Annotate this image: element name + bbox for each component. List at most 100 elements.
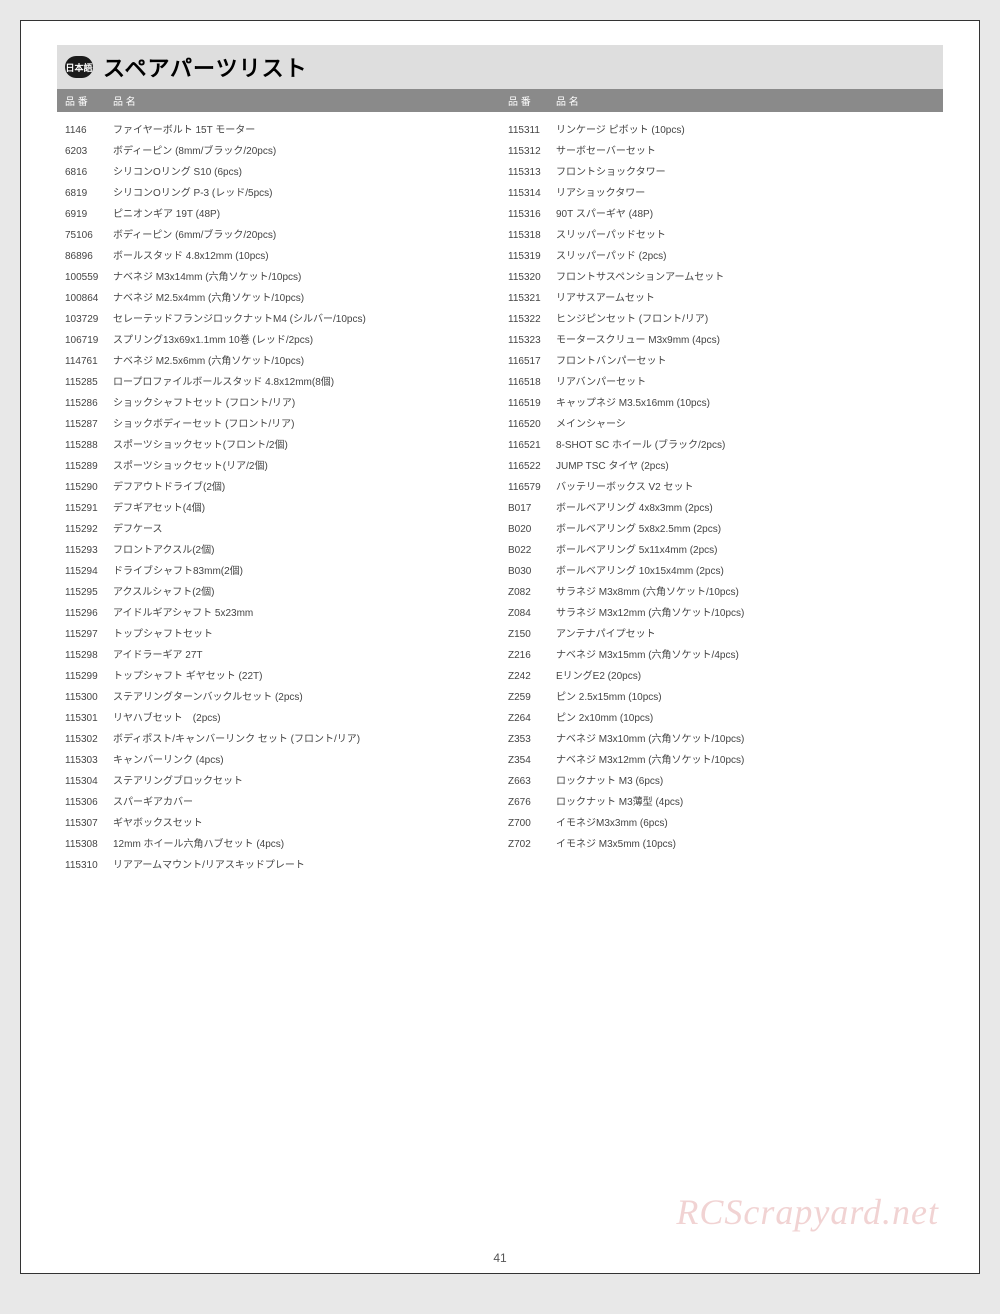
part-name: ステアリングブロックセット <box>113 775 500 789</box>
part-row: 115290デフアウトドライブ(2個) <box>57 477 500 498</box>
part-number: 115292 <box>57 523 113 537</box>
part-number: 115298 <box>57 649 113 663</box>
part-row: 115301リヤハブセット (2pcs) <box>57 708 500 729</box>
part-number: 103729 <box>57 313 113 327</box>
part-name: 8-SHOT SC ホイール (ブラック/2pcs) <box>556 439 943 453</box>
part-name: アンテナパイプセット <box>556 628 943 642</box>
part-name: ナベネジ M2.5x4mm (六角ソケット/10pcs) <box>113 292 500 306</box>
part-name: フロントショックタワー <box>556 166 943 180</box>
part-name: ギヤボックスセット <box>113 817 500 831</box>
part-number: Z084 <box>500 607 556 621</box>
part-row: Z082サラネジ M3x8mm (六角ソケット/10pcs) <box>500 582 943 603</box>
part-number: 6203 <box>57 145 113 159</box>
part-number: 115320 <box>500 271 556 285</box>
part-number: Z259 <box>500 691 556 705</box>
part-name: リアショックタワー <box>556 187 943 201</box>
part-row: 115321リアサスアームセット <box>500 288 943 309</box>
header-part-name-left: 品 名 <box>113 93 500 108</box>
part-row: 115297トップシャフトセット <box>57 624 500 645</box>
part-row: 115292デフケース <box>57 519 500 540</box>
page-number: 41 <box>21 1251 979 1265</box>
part-number: 116521 <box>500 439 556 453</box>
part-row: Z216ナベネジ M3x15mm (六角ソケット/4pcs) <box>500 645 943 666</box>
part-row: 116517フロントバンパーセット <box>500 351 943 372</box>
parts-column-right: 115311リンケージ ピボット (10pcs)115312サーボセーバーセット… <box>500 120 943 876</box>
part-name: デフアウトドライブ(2個) <box>113 481 500 495</box>
part-row: 100864ナベネジ M2.5x4mm (六角ソケット/10pcs) <box>57 288 500 309</box>
part-number: 6819 <box>57 187 113 201</box>
part-number: Z082 <box>500 586 556 600</box>
part-number: 115314 <box>500 187 556 201</box>
part-number: 115290 <box>57 481 113 495</box>
part-row: 116518リアバンパーセット <box>500 372 943 393</box>
part-name: イモネジM3x3mm (6pcs) <box>556 817 943 831</box>
part-number: B017 <box>500 502 556 516</box>
part-number: 115293 <box>57 544 113 558</box>
part-number: 115294 <box>57 565 113 579</box>
part-number: 115312 <box>500 145 556 159</box>
part-number: Z216 <box>500 649 556 663</box>
part-number: Z663 <box>500 775 556 789</box>
part-row: 6819シリコンOリング P-3 (レッド/5pcs) <box>57 183 500 204</box>
part-name: フロントサスペンションアームセット <box>556 271 943 285</box>
part-name: リアサスアームセット <box>556 292 943 306</box>
part-row: B017ボールベアリング 4x8x3mm (2pcs) <box>500 498 943 519</box>
part-row: 115300ステアリングターンバックルセット (2pcs) <box>57 687 500 708</box>
parts-columns: 1146ファイヤーボルト 15T モーター6203ボディーピン (8mm/ブラッ… <box>57 120 943 876</box>
part-name: フロントアクスル(2個) <box>113 544 500 558</box>
part-number: B022 <box>500 544 556 558</box>
part-name: ボールベアリング 5x8x2.5mm (2pcs) <box>556 523 943 537</box>
part-name: メインシャーシ <box>556 418 943 432</box>
part-row: Z700イモネジM3x3mm (6pcs) <box>500 813 943 834</box>
part-row: Z084サラネジ M3x12mm (六角ソケット/10pcs) <box>500 603 943 624</box>
part-name: スポーツショックセット(フロント/2個) <box>113 439 500 453</box>
part-row: 115302ボディポスト/キャンバーリンク セット (フロント/リア) <box>57 729 500 750</box>
part-name: ピン 2.5x15mm (10pcs) <box>556 691 943 705</box>
part-number: 115311 <box>500 124 556 138</box>
part-name: スリッパーパッドセット <box>556 229 943 243</box>
part-name: リアバンパーセット <box>556 376 943 390</box>
part-name: スリッパーパッド (2pcs) <box>556 250 943 264</box>
part-name: リアアームマウント/リアスキッドプレート <box>113 859 500 873</box>
part-row: 116520メインシャーシ <box>500 414 943 435</box>
part-number: Z354 <box>500 754 556 768</box>
part-row: Z663ロックナット M3 (6pcs) <box>500 771 943 792</box>
part-row: 1165218-SHOT SC ホイール (ブラック/2pcs) <box>500 435 943 456</box>
part-number: Z676 <box>500 796 556 810</box>
part-name: ロックナット M3 (6pcs) <box>556 775 943 789</box>
part-number: 106719 <box>57 334 113 348</box>
part-name: サラネジ M3x12mm (六角ソケット/10pcs) <box>556 607 943 621</box>
part-number: 115295 <box>57 586 113 600</box>
part-row: Z702イモネジ M3x5mm (10pcs) <box>500 834 943 855</box>
part-name: ロックナット M3薄型 (4pcs) <box>556 796 943 810</box>
part-row: 11531690T スパーギヤ (48P) <box>500 204 943 225</box>
part-name: リヤハブセット (2pcs) <box>113 712 500 726</box>
part-number: 115285 <box>57 376 113 390</box>
part-name: セレーテッドフランジロックナットM4 (シルバー/10pcs) <box>113 313 500 327</box>
part-name: ピニオンギア 19T (48P) <box>113 208 500 222</box>
part-row: 115311リンケージ ピボット (10pcs) <box>500 120 943 141</box>
part-row: 116579バッテリーボックス V2 セット <box>500 477 943 498</box>
part-name: デフギアセット(4個) <box>113 502 500 516</box>
part-number: 115313 <box>500 166 556 180</box>
part-row: 115294ドライブシャフト83mm(2個) <box>57 561 500 582</box>
part-number: 115304 <box>57 775 113 789</box>
part-name: ドライブシャフト83mm(2個) <box>113 565 500 579</box>
parts-column-left: 1146ファイヤーボルト 15T モーター6203ボディーピン (8mm/ブラッ… <box>57 120 500 876</box>
part-number: Z702 <box>500 838 556 852</box>
part-row: 115320フロントサスペンションアームセット <box>500 267 943 288</box>
part-name: スパーギアカバー <box>113 796 500 810</box>
part-name: ナベネジ M2.5x6mm (六角ソケット/10pcs) <box>113 355 500 369</box>
part-number: 116517 <box>500 355 556 369</box>
part-row: 6203ボディーピン (8mm/ブラック/20pcs) <box>57 141 500 162</box>
part-number: 115287 <box>57 418 113 432</box>
part-row: Z354ナベネジ M3x12mm (六角ソケット/10pcs) <box>500 750 943 771</box>
part-number: 6919 <box>57 208 113 222</box>
language-badge: 日本語 <box>65 56 93 78</box>
part-number: 6816 <box>57 166 113 180</box>
part-row: 115291デフギアセット(4個) <box>57 498 500 519</box>
part-number: B030 <box>500 565 556 579</box>
part-number: 115302 <box>57 733 113 747</box>
part-name: 90T スパーギヤ (48P) <box>556 208 943 222</box>
part-number: 115299 <box>57 670 113 684</box>
